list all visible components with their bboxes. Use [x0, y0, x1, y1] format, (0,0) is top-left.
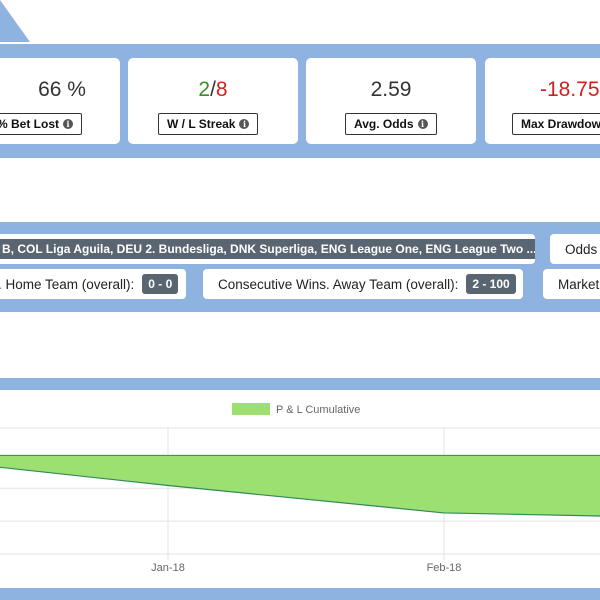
avg-odds-card: 2.59 Avg. Odds i	[306, 58, 476, 144]
bet-lost-pill[interactable]: % Bet Lost i	[0, 113, 83, 135]
leagues-filter[interactable]: B, COL Liga Aguila, DEU 2. Bundesliga, D…	[0, 234, 535, 264]
home-team-value[interactable]: 0 - 0	[142, 274, 179, 294]
x-tick-label: Feb-18	[427, 562, 462, 574]
legend-swatch	[232, 403, 270, 415]
streak-separator: /	[210, 78, 216, 101]
away-team-value[interactable]: 2 - 100	[466, 274, 516, 294]
area-fill	[0, 455, 600, 517]
market-filter[interactable]: Market	[543, 269, 600, 299]
home-team-filter[interactable]: . Home Team (overall): 0 - 0	[0, 269, 186, 299]
avg-odds-pill[interactable]: Avg. Odds i	[345, 113, 437, 135]
info-icon[interactable]: i	[239, 119, 250, 129]
odds-label: Odds	[565, 241, 598, 257]
filters-band: B, COL Liga Aguila, DEU 2. Bundesliga, D…	[0, 222, 600, 312]
info-icon[interactable]: i	[417, 119, 428, 129]
avg-odds-label: Avg. Odds	[354, 117, 414, 131]
market-label: Market	[558, 276, 600, 292]
away-team-label: Consecutive Wins. Away Team (overall):	[218, 276, 459, 292]
drawdown-label: Max Drawdown	[521, 117, 600, 131]
avg-odds-value: 2.59	[370, 78, 412, 101]
bet-lost-value: 66 %	[38, 78, 86, 101]
streak-card: 2/8 W / L Streak i	[128, 58, 298, 144]
streak-label: W / L Streak	[167, 117, 236, 131]
streak-losses: 8	[215, 78, 228, 101]
bet-lost-label: % Bet Lost	[0, 117, 60, 131]
legend-label: P & L Cumulative	[276, 404, 360, 416]
info-icon[interactable]: i	[63, 119, 74, 129]
series-line	[0, 466, 600, 517]
bet-lost-card: 66 % % Bet Lost i	[0, 58, 120, 144]
chart-canvas: Jan-18 Feb-18 P & L Cumulative	[0, 403, 600, 574]
streak-value: 2/8	[128, 78, 298, 102]
corner-tab	[0, 0, 30, 42]
drawdown-value: -18.75	[540, 78, 600, 101]
odds-filter[interactable]: Odds	[550, 234, 600, 264]
stats-band: 66 % % Bet Lost i 2/8 W / L Streak i 2.5…	[0, 44, 600, 158]
streak-wins: 2	[198, 78, 211, 101]
streak-pill[interactable]: W / L Streak i	[158, 113, 259, 135]
away-team-filter[interactable]: Consecutive Wins. Away Team (overall): 2…	[203, 269, 523, 299]
home-team-label: . Home Team (overall):	[0, 276, 135, 292]
drawdown-card: -18.75 Max Drawdown i	[485, 58, 600, 144]
chart-band: Jan-18 Feb-18 P & L Cumulative	[0, 378, 600, 600]
x-tick-label: Jan-18	[151, 562, 185, 574]
pl-chart: Jan-18 Feb-18 P & L Cumulative	[0, 390, 600, 588]
leagues-chip[interactable]: B, COL Liga Aguila, DEU 2. Bundesliga, D…	[0, 239, 535, 259]
drawdown-value-wrap: -18.75	[540, 78, 600, 102]
drawdown-pill[interactable]: Max Drawdown i	[512, 113, 600, 135]
